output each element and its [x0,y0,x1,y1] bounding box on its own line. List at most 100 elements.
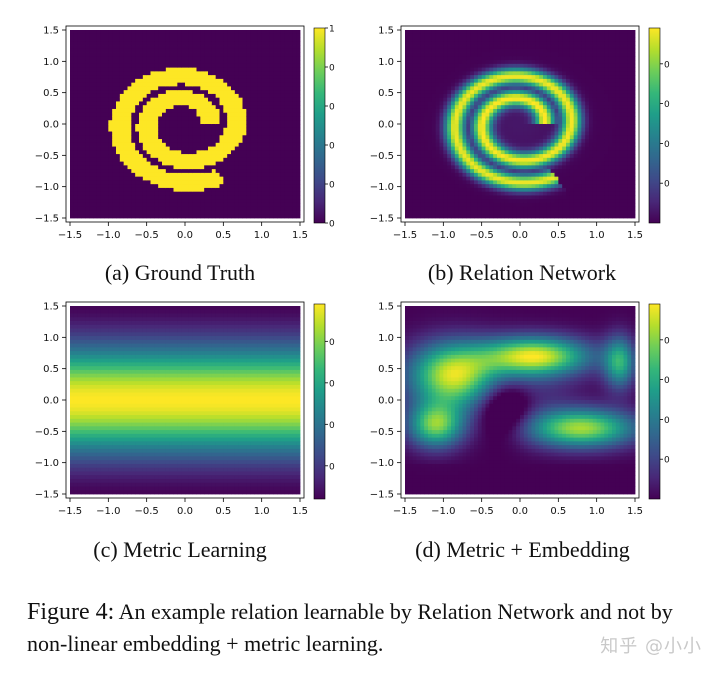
heatmap-cell [154,52,159,57]
heatmap-cell [504,157,509,162]
heatmap-cell [516,93,521,99]
heatmap-cell [100,165,105,170]
heatmap-cell [93,82,98,87]
heatmap-cell [112,45,117,50]
heatmap-cell [223,184,228,189]
heatmap-cell [458,131,463,136]
heatmap-cell [142,97,148,102]
heatmap-cell [154,112,159,117]
heatmap-cell [89,131,94,136]
heatmap-cell [288,45,293,50]
heatmap-cell [135,63,140,68]
heatmap-cell [89,67,94,72]
heatmap-cell [169,41,174,46]
heatmap-cell [508,184,513,189]
heatmap-cell [269,63,274,68]
heatmap-cell [405,124,410,129]
heatmap-cell [296,30,301,35]
heatmap-cell [451,33,456,38]
heatmap-cell [265,131,270,136]
heatmap-cell [508,63,513,68]
heatmap-cell [454,82,460,87]
heatmap-cell [454,176,460,181]
heatmap-cell [257,139,263,144]
heatmap-cell [204,135,209,140]
heatmap-cell [150,56,155,61]
heatmap-cell [185,45,190,50]
heatmap-cell [158,52,163,57]
heatmap-cell [215,184,220,189]
heatmap-cell [447,180,452,185]
heatmap-cell [527,161,532,166]
heatmap-cell [250,157,255,162]
heatmap-cell [200,127,205,132]
heatmap-cell [211,93,217,99]
heatmap-cell [85,214,90,219]
heatmap-cell [104,105,109,110]
heatmap-cell [104,172,109,178]
heatmap-cell [485,63,490,68]
heatmap-cell [73,214,79,219]
heatmap-cell [458,93,463,99]
heatmap-cell [181,139,186,144]
heatmap-cell [242,101,247,106]
heatmap-cell [215,41,220,46]
heatmap-cell [238,75,243,80]
heatmap-cell [139,135,144,140]
heatmap-cell [185,63,190,68]
heatmap-cell [416,60,421,65]
heatmap-cell [208,191,213,196]
heatmap-cell [154,172,159,178]
heatmap-cell [215,202,220,208]
heatmap-cell [181,37,186,42]
heatmap-cell [527,82,532,87]
heatmap-cell [416,157,421,162]
heatmap-cell [89,135,94,140]
heatmap-cell [112,60,117,65]
heatmap-cell [431,112,437,117]
heatmap-cell [504,60,509,65]
heatmap-cell [108,187,113,193]
heatmap-cell [504,120,509,125]
heatmap-cell [424,56,429,61]
heatmap-cell [527,71,532,76]
heatmap-cell [227,172,232,178]
heatmap-cell [108,116,113,121]
heatmap-cell [284,120,289,125]
heatmap-cell [527,139,532,144]
heatmap-cell [477,206,483,211]
heatmap-cell [227,75,232,80]
heatmap-cell [416,180,421,185]
heatmap-cell [539,187,544,193]
heatmap-cell [550,90,555,95]
heatmap-cell [208,97,213,102]
heatmap-cell [77,101,82,106]
heatmap-cell [89,82,94,87]
heatmap-cell [481,157,486,162]
heatmap-cell [493,41,498,46]
heatmap-cell [188,214,194,219]
heatmap-cell [288,199,293,204]
heatmap-cell [227,63,232,68]
heatmap-cell [470,210,475,215]
heatmap-cell [150,101,155,106]
heatmap-cell [539,142,544,147]
heatmap-cell [277,45,282,50]
heatmap-cell [292,206,297,211]
heatmap-cell [435,142,440,147]
heatmap-cell [408,199,414,204]
heatmap-cell [493,150,498,155]
heatmap-cell [451,169,456,174]
heatmap-cell [192,157,197,162]
heatmap-cell [135,169,140,174]
heatmap-cell [116,93,121,99]
heatmap-cell [108,41,113,46]
heatmap-cell [431,131,437,136]
heatmap-cell [531,45,536,50]
heatmap-cell [231,41,236,46]
heatmap-cell [277,71,282,76]
heatmap-cell [451,214,456,219]
heatmap-cell [420,90,425,95]
heatmap-cell [162,105,167,110]
heatmap-cell [200,78,205,84]
